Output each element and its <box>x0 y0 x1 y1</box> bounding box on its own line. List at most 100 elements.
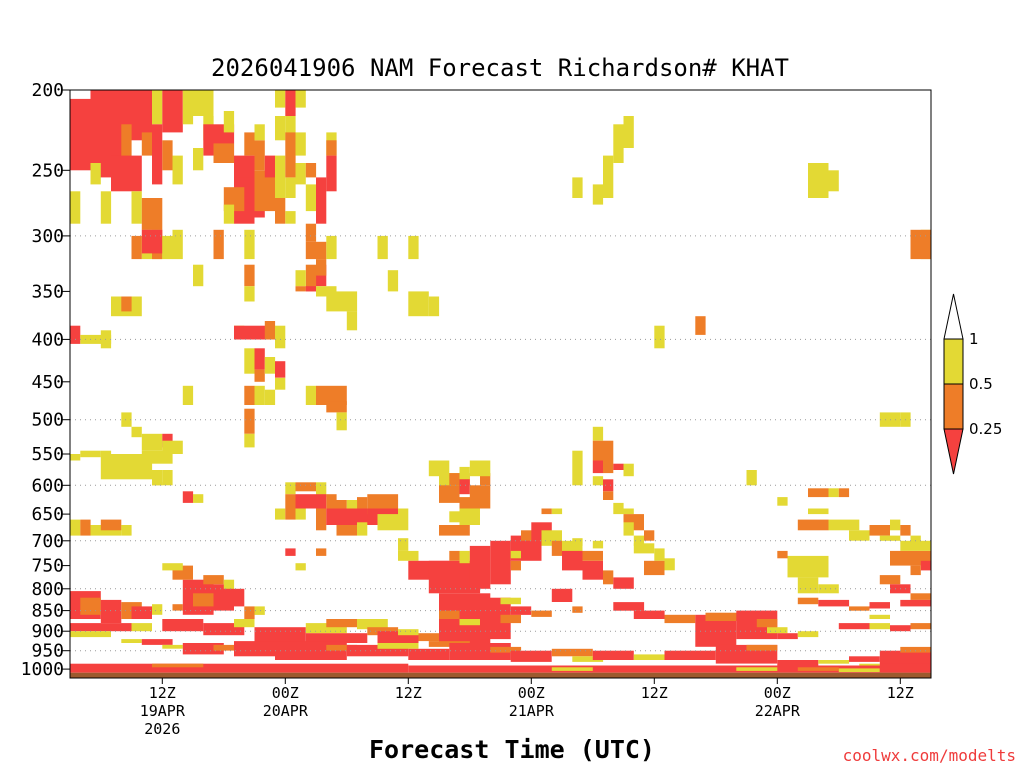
ri-cell <box>162 433 173 448</box>
ri-cell <box>121 525 132 536</box>
ri-cell <box>633 654 665 660</box>
ri-cell <box>869 602 890 609</box>
ri-cell <box>234 619 255 628</box>
ri-cell <box>141 132 153 156</box>
ri-cell <box>316 385 347 405</box>
ri-cell <box>387 270 399 292</box>
ri-cell <box>920 560 931 571</box>
ri-cell <box>890 625 911 632</box>
ri-cell <box>152 604 163 615</box>
ri-cell <box>275 198 286 224</box>
ri-cell <box>551 648 593 657</box>
y-tick-label: 400 <box>31 329 64 350</box>
ri-cell <box>603 460 614 474</box>
ri-cell <box>244 606 255 619</box>
ri-cell <box>121 639 142 643</box>
ri-cell <box>285 177 296 198</box>
ri-cell <box>213 229 224 260</box>
chart-title: 2026041906 NAM Forecast Richardson# KHAT <box>211 54 789 82</box>
ri-cell <box>295 286 306 292</box>
ri-cell <box>828 488 839 498</box>
ri-cell <box>305 633 368 643</box>
ri-cell <box>131 191 142 224</box>
ri-cell <box>879 663 931 673</box>
ri-cell <box>70 663 409 673</box>
ri-cell <box>223 579 235 589</box>
y-tick-label: 350 <box>31 281 64 302</box>
ri-cell <box>398 508 409 531</box>
ri-cell <box>264 321 276 340</box>
ri-cell <box>316 508 327 531</box>
ri-cell <box>285 508 296 520</box>
ri-cell <box>808 508 829 515</box>
credit-text: coolwx.com/modelts <box>843 746 1016 765</box>
ri-cell <box>633 610 665 619</box>
ri-cell <box>808 163 829 198</box>
ri-cell <box>295 163 306 185</box>
ri-cell <box>582 560 603 580</box>
ri-cell <box>633 543 655 554</box>
ri-cell <box>459 550 470 564</box>
ri-cell <box>603 491 614 500</box>
ri-cell <box>295 132 306 156</box>
ri-cell <box>80 597 101 615</box>
ri-cell <box>162 90 183 133</box>
ri-cell <box>613 508 634 515</box>
ri-cell <box>439 485 460 503</box>
ri-cell <box>152 90 163 125</box>
ri-cell <box>490 540 511 585</box>
ri-cell <box>654 325 665 349</box>
ri-cell <box>644 530 655 541</box>
ri-cell <box>879 575 901 585</box>
ri-cell <box>490 646 522 653</box>
ri-cell <box>316 259 327 276</box>
ri-cell <box>305 184 317 212</box>
legend-label: 0.25 <box>969 420 1002 438</box>
ri-cell <box>162 644 183 649</box>
y-tick-label: 200 <box>31 80 64 101</box>
ri-cell <box>326 140 337 156</box>
ri-cell <box>890 519 901 531</box>
ri-cell <box>623 463 634 477</box>
ri-cell <box>182 385 194 405</box>
legend-swatch <box>943 293 964 340</box>
ri-cell <box>285 132 296 148</box>
ri-cell <box>428 296 440 317</box>
ri-cell <box>80 450 101 458</box>
ri-cell <box>234 588 245 607</box>
ri-cell <box>408 291 429 317</box>
ri-cell <box>346 500 358 509</box>
ri-cell <box>275 508 286 520</box>
ri-cell <box>510 550 521 559</box>
ri-cell <box>418 633 439 642</box>
ri-cell <box>910 623 931 630</box>
ri-cell <box>572 606 583 613</box>
ri-cell <box>623 116 634 148</box>
y-tick-label: 900 <box>31 621 64 642</box>
ri-cell <box>357 619 388 630</box>
ri-cell <box>346 644 409 657</box>
legend-swatch <box>943 383 964 430</box>
ri-cell <box>285 482 296 495</box>
ri-cell <box>305 241 327 260</box>
x-tick-label: 00Z <box>518 684 545 702</box>
ri-cell <box>469 545 491 589</box>
x-tick-label: 00Z <box>272 684 299 702</box>
ri-cell <box>131 235 142 260</box>
ri-cell <box>326 291 358 312</box>
ri-cell <box>469 460 491 477</box>
ri-cell <box>254 627 306 643</box>
x-tick-label: 21APR <box>509 702 555 720</box>
x-tick-label: 12Z <box>887 684 914 702</box>
ri-cell <box>326 494 337 509</box>
ri-cell <box>152 663 204 668</box>
ri-cell <box>572 450 583 486</box>
ri-cell <box>305 385 317 405</box>
ri-cell <box>285 90 296 116</box>
ri-cell <box>633 535 645 546</box>
ri-cell <box>295 563 306 571</box>
ri-cell <box>797 577 819 594</box>
ri-cell <box>193 264 204 287</box>
ri-cell <box>326 508 378 525</box>
